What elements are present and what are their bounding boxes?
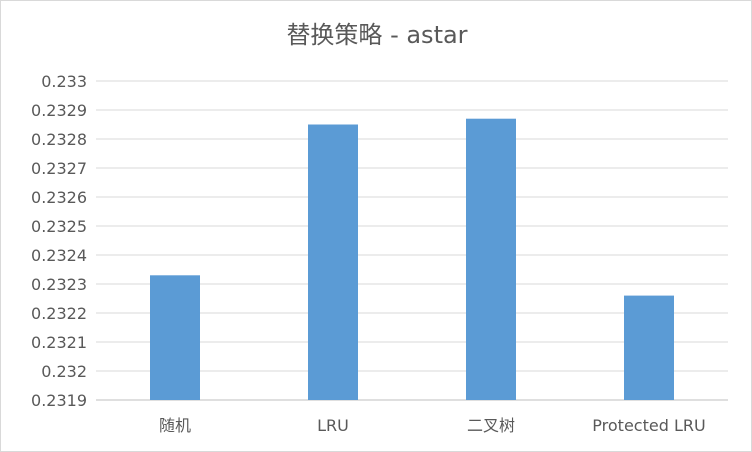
y-tick-label: 0.2329 [31, 101, 87, 120]
y-axis-tick-labels: 0.233 0.2329 0.2328 0.2327 0.2326 0.2325 0.232… [31, 72, 87, 410]
chart-title: 替换策略 - astar [286, 21, 467, 49]
y-tick-label: 0.2325 [31, 217, 87, 236]
y-tick-label: 0.2319 [31, 391, 87, 410]
bar-2 [308, 124, 358, 400]
y-tick-label: 0.2324 [31, 246, 87, 265]
x-axis-tick-labels: 随机 LRU 二叉树 Protected LRU [159, 416, 706, 435]
y-tick-label: 0.2327 [31, 159, 87, 178]
bar-1 [150, 275, 200, 400]
bar-3 [466, 118, 516, 400]
gridlines [96, 80, 728, 401]
y-tick-label: 0.2326 [31, 188, 87, 207]
y-tick-label: 0.2323 [31, 275, 87, 294]
bars [150, 118, 674, 400]
y-tick-label: 0.2321 [31, 333, 87, 352]
y-tick-label: 0.2328 [31, 130, 87, 149]
x-tick-label: LRU [317, 416, 349, 435]
x-tick-label: Protected LRU [592, 416, 705, 435]
y-tick-label: 0.2322 [31, 304, 87, 323]
y-tick-label: 0.233 [41, 72, 87, 91]
bar-4 [624, 295, 674, 400]
x-tick-label: 二叉树 [467, 416, 515, 435]
y-tick-label: 0.232 [41, 362, 87, 381]
x-tick-label: 随机 [159, 416, 191, 435]
